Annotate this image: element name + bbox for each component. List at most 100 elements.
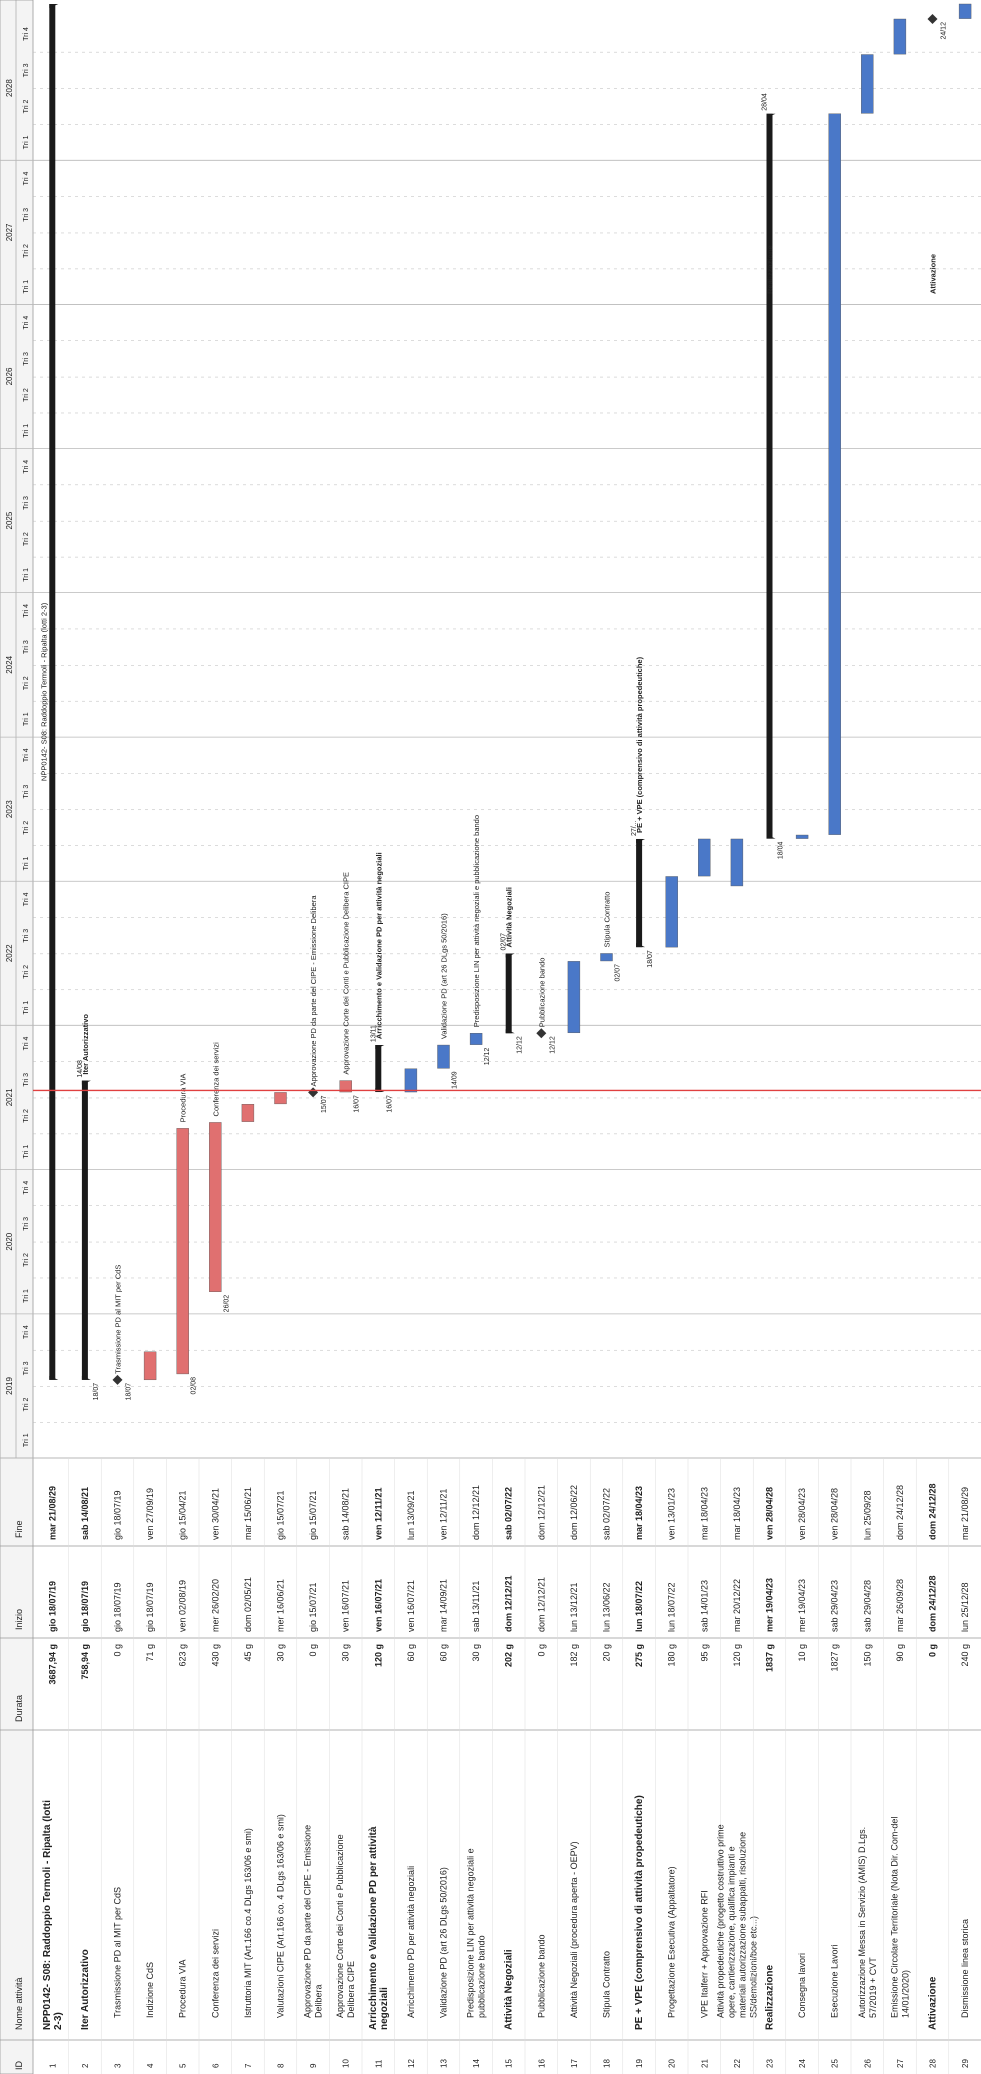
- task-id: 2: [81, 2063, 90, 2068]
- bar-label: Pubblicazione bando: [537, 958, 546, 1028]
- task-name: Emissione Circolare Territoriale (Nota D…: [889, 1817, 899, 2018]
- task-end: mar 18/04/23: [634, 1486, 644, 1540]
- milestone-mark: [927, 14, 938, 24]
- task-end: mar 18/04/23: [699, 1487, 709, 1540]
- task-name: 2-3): [53, 2012, 64, 2030]
- bar-start-label: 24/12: [941, 22, 948, 40]
- task-id: 23: [766, 2059, 775, 2068]
- task-start: ven 16/07/21: [406, 1580, 416, 1632]
- bar-label: Attività Negoziali: [505, 887, 514, 947]
- task-duration: 0 g: [308, 1644, 318, 1657]
- task-name: Realizzazione: [765, 1965, 776, 2030]
- timeline-year-2023: 2023: [5, 800, 14, 818]
- timeline-year-2022: 2022: [5, 944, 14, 962]
- task-id: 18: [603, 2059, 612, 2068]
- task-name: Delibera: [314, 1984, 324, 2018]
- task-bar: [600, 953, 613, 962]
- task-name: Attività propedeutiche (progetto costrut…: [715, 1824, 725, 2018]
- task-start: gio 15/07/21: [308, 1582, 318, 1632]
- task-duration: 0 g: [928, 1644, 938, 1657]
- bar-start-label: 18/04: [778, 841, 785, 859]
- task-start: lun 13/12/21: [569, 1582, 579, 1632]
- timeline-quarter-label: Tri 1: [23, 1145, 30, 1159]
- timeline-quarter-label: Tri 1: [23, 1289, 30, 1303]
- task-end: ven 30/04/21: [210, 1488, 220, 1540]
- bar-start-label: 18/07: [126, 1383, 133, 1401]
- timeline-year-2021: 2021: [5, 1088, 14, 1106]
- bar-start-label: 02/08: [191, 1377, 198, 1395]
- task-start: gio 18/07/19: [80, 1581, 90, 1632]
- task-end: dom 24/12/28: [928, 1483, 938, 1540]
- timeline-quarter-label: Tri 1: [23, 1001, 30, 1015]
- timeline-quarter-label: Tri 3: [23, 1217, 30, 1231]
- milestone-mark: [308, 1087, 319, 1098]
- task-end: ven 28/04/23: [797, 1488, 807, 1540]
- task-bar: [665, 876, 678, 948]
- summary-start-cap: [636, 943, 646, 948]
- task-name: Delibera CIPE: [346, 1961, 356, 2018]
- task-duration: 623 g: [178, 1644, 188, 1667]
- task-end: dom 12/12/21: [536, 1485, 546, 1540]
- task-id: 6: [211, 2063, 220, 2068]
- bar-end-label: 27/...: [631, 820, 638, 836]
- task-duration: 430 g: [210, 1644, 220, 1667]
- task-id: 26: [863, 2059, 872, 2068]
- task-id: 25: [831, 2059, 840, 2068]
- bar-label: Predisposizione LIN per attività negozia…: [472, 815, 481, 1027]
- task-name: Attività Negoziali: [504, 1949, 515, 2030]
- bar-label: Procedura VIA: [179, 1074, 188, 1123]
- project-bar: [49, 4, 56, 1380]
- task-id: 21: [700, 2059, 709, 2068]
- timeline-quarter-label: Tri 4: [23, 1325, 30, 1339]
- task-end: gio 18/07/19: [113, 1490, 123, 1540]
- task-end: dom 12/12/21: [471, 1485, 481, 1540]
- summary-end-cap: [375, 1045, 385, 1050]
- timeline-quarter-label: Tri 1: [23, 712, 30, 726]
- timeline-quarter-label: Tri 1: [23, 280, 30, 294]
- task-start: sab 29/04/23: [830, 1580, 840, 1632]
- task-bar: [958, 3, 972, 19]
- task-bar: [893, 18, 907, 55]
- summary-end-cap: [81, 1080, 91, 1085]
- task-duration: 90 g: [895, 1644, 905, 1662]
- critical-bar: [143, 1351, 157, 1381]
- task-bar: [795, 834, 809, 839]
- task-start: dom 24/12/28: [928, 1575, 938, 1632]
- task-duration: 0 g: [536, 1644, 546, 1657]
- task-id: 29: [961, 2059, 970, 2068]
- column-header-start: Inizio: [14, 1609, 24, 1630]
- task-duration: 202 g: [504, 1644, 514, 1667]
- bar-start-label: 12/12: [517, 1036, 524, 1054]
- timeline-quarter-label: Tri 2: [23, 388, 30, 402]
- bar-start-label: 12/12: [549, 1036, 556, 1054]
- task-start: sab 13/11/21: [471, 1581, 481, 1632]
- task-bar: [469, 1033, 483, 1045]
- task-duration: 45 g: [243, 1644, 253, 1662]
- timeline-quarter-label: Tri 4: [23, 172, 30, 186]
- task-end: ven 28/04/28: [830, 1488, 840, 1540]
- summary-bar: [81, 1080, 88, 1380]
- task-duration: 758,94 g: [80, 1644, 90, 1680]
- summary-start-cap: [766, 834, 776, 839]
- task-end: gio 15/04/21: [178, 1490, 188, 1540]
- timeline-quarter-label: Tri 2: [23, 1398, 30, 1412]
- bar-start-label: 18/07: [93, 1383, 100, 1401]
- task-duration: 95 g: [699, 1644, 709, 1662]
- bar-label: Attivazione: [929, 254, 938, 294]
- summary-end-cap: [766, 113, 776, 118]
- timeline-quarter-label: Tri 1: [23, 856, 30, 870]
- task-start: mer 26/02/20: [210, 1579, 220, 1632]
- task-id: 14: [472, 2059, 481, 2068]
- task-name: pubblicazione bando: [477, 1935, 487, 2018]
- task-id: 28: [929, 2059, 938, 2068]
- task-name: Procedura VIA: [178, 1959, 188, 2018]
- task-name: VPE Italferr + Approvazione RFI: [699, 1890, 709, 2018]
- task-duration: 60 g: [406, 1644, 416, 1662]
- task-name: Approvazione PD da parte del CIPE - Emis…: [303, 1825, 313, 2018]
- timeline-year-2026: 2026: [5, 367, 14, 385]
- task-start: sab 14/01/23: [699, 1580, 709, 1632]
- task-bar: [437, 1044, 450, 1069]
- task-name: Conferenza dei servizi: [210, 1929, 220, 2018]
- timeline-quarter-label: Tri 2: [23, 1109, 30, 1123]
- task-id: 5: [179, 2063, 188, 2068]
